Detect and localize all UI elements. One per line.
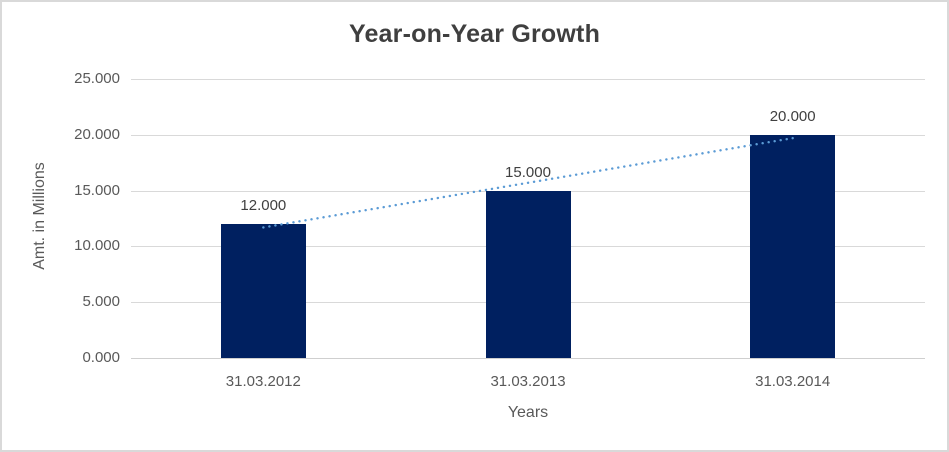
data-label: 15.000 xyxy=(505,163,551,181)
y-tick-label: 15.000 xyxy=(74,181,120,199)
x-tick-label: 31.03.2014 xyxy=(755,373,831,390)
y-tick-label: 25.000 xyxy=(74,70,120,87)
chart-title: Year-on-Year Growth xyxy=(348,20,601,48)
data-label: 12.000 xyxy=(240,197,287,215)
bar-31.03.2013 xyxy=(485,190,571,358)
y-tick-label: 10.000 xyxy=(74,237,120,255)
y-tick-label: 5.000 xyxy=(82,293,120,311)
bar-31.03.2014 xyxy=(750,134,836,358)
x-tick-label: 31.03.2012 xyxy=(225,373,301,390)
gridline xyxy=(131,79,925,80)
plot-area: 12.000 15.000 20.000 xyxy=(131,79,925,359)
bar-31.03.2012 xyxy=(220,224,306,358)
gridline xyxy=(131,134,925,136)
x-axis-line xyxy=(131,358,925,359)
x-tick-label: 31.03.2013 xyxy=(490,373,566,390)
y-tick-label: 20.000 xyxy=(74,125,120,143)
data-label: 20.000 xyxy=(769,107,816,125)
y-tick-label: 0.000 xyxy=(82,349,120,366)
x-axis-title: Years xyxy=(507,404,549,421)
